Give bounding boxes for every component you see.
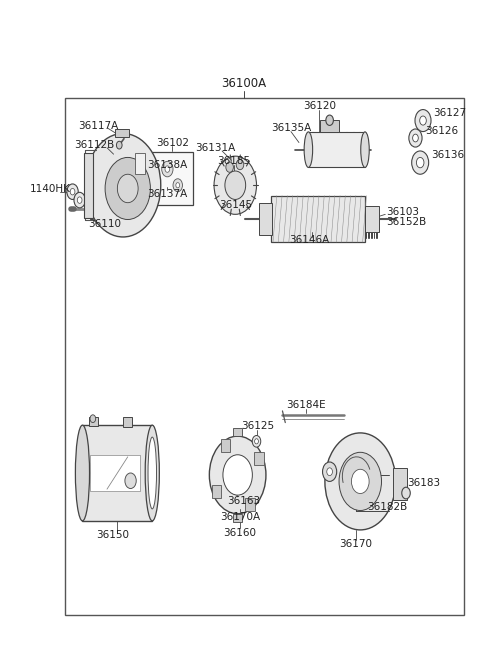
- Ellipse shape: [75, 425, 90, 521]
- Circle shape: [351, 469, 369, 493]
- Circle shape: [339, 453, 382, 510]
- Bar: [90, 455, 141, 491]
- Text: 36110: 36110: [88, 219, 121, 229]
- Text: 36160: 36160: [224, 528, 256, 538]
- Bar: [393, 468, 408, 500]
- Text: 36127: 36127: [433, 108, 467, 118]
- Circle shape: [413, 134, 418, 142]
- Circle shape: [223, 455, 252, 495]
- Bar: [151, 151, 193, 204]
- Bar: [259, 202, 272, 235]
- Bar: [221, 440, 230, 453]
- Circle shape: [252, 436, 261, 447]
- Text: 36125: 36125: [241, 421, 274, 432]
- Circle shape: [209, 436, 266, 514]
- Text: 36100A: 36100A: [221, 77, 266, 90]
- Text: 36145: 36145: [219, 200, 252, 210]
- Text: 36183: 36183: [408, 477, 441, 488]
- Circle shape: [402, 487, 410, 499]
- Text: 36185: 36185: [217, 156, 251, 166]
- Circle shape: [323, 462, 336, 481]
- Bar: [135, 153, 145, 174]
- Bar: [212, 485, 221, 498]
- Ellipse shape: [148, 437, 156, 509]
- Bar: [271, 196, 365, 242]
- Circle shape: [327, 468, 333, 476]
- Circle shape: [77, 197, 82, 203]
- Bar: [365, 206, 379, 232]
- Bar: [83, 425, 152, 521]
- Circle shape: [214, 156, 256, 214]
- Text: 36152B: 36152B: [386, 217, 426, 227]
- Circle shape: [117, 141, 122, 149]
- Circle shape: [162, 161, 173, 177]
- Circle shape: [173, 179, 182, 192]
- Ellipse shape: [145, 425, 159, 521]
- Circle shape: [236, 159, 244, 170]
- Circle shape: [125, 473, 136, 489]
- Text: 36170: 36170: [339, 539, 372, 549]
- Ellipse shape: [361, 132, 369, 168]
- Bar: [115, 129, 129, 137]
- Circle shape: [74, 193, 85, 208]
- Text: 36103: 36103: [386, 208, 419, 217]
- Circle shape: [118, 174, 138, 202]
- Circle shape: [420, 116, 426, 125]
- Text: 36126: 36126: [425, 126, 458, 136]
- Text: 36170A: 36170A: [220, 512, 260, 522]
- Text: 36136: 36136: [431, 150, 464, 160]
- Text: 36120: 36120: [303, 102, 336, 111]
- Circle shape: [85, 134, 161, 237]
- Circle shape: [67, 184, 78, 200]
- Text: 36117A: 36117A: [78, 121, 119, 131]
- Text: 36163: 36163: [227, 496, 260, 506]
- Circle shape: [412, 151, 429, 174]
- Text: 36182B: 36182B: [367, 502, 408, 512]
- Text: 36135A: 36135A: [271, 123, 311, 134]
- Text: 36146A: 36146A: [289, 235, 329, 245]
- Bar: [233, 514, 242, 521]
- Bar: [245, 498, 254, 510]
- Circle shape: [254, 439, 258, 444]
- Circle shape: [325, 433, 396, 530]
- Text: 36150: 36150: [96, 530, 129, 540]
- Ellipse shape: [326, 115, 334, 125]
- Bar: [254, 452, 264, 464]
- Bar: [84, 153, 93, 217]
- Text: 1140HK: 1140HK: [30, 184, 71, 194]
- Bar: [308, 132, 365, 168]
- Circle shape: [70, 189, 75, 195]
- Bar: [123, 417, 132, 427]
- Text: 36138A: 36138A: [147, 160, 188, 170]
- Text: 36137A: 36137A: [147, 189, 188, 199]
- Bar: [320, 121, 339, 132]
- Text: 36131A: 36131A: [195, 143, 236, 153]
- Circle shape: [176, 183, 180, 188]
- Circle shape: [415, 109, 431, 132]
- Circle shape: [90, 415, 96, 422]
- Ellipse shape: [304, 132, 312, 168]
- Bar: [233, 428, 242, 436]
- Circle shape: [165, 166, 170, 172]
- Text: 36102: 36102: [156, 138, 190, 148]
- Text: 36184E: 36184E: [286, 400, 326, 410]
- Circle shape: [409, 129, 422, 147]
- Circle shape: [225, 171, 246, 200]
- Circle shape: [226, 162, 233, 172]
- Circle shape: [417, 157, 424, 168]
- Bar: [89, 417, 97, 426]
- Text: 36112B: 36112B: [74, 140, 115, 150]
- Circle shape: [105, 157, 150, 219]
- Bar: [65, 98, 464, 615]
